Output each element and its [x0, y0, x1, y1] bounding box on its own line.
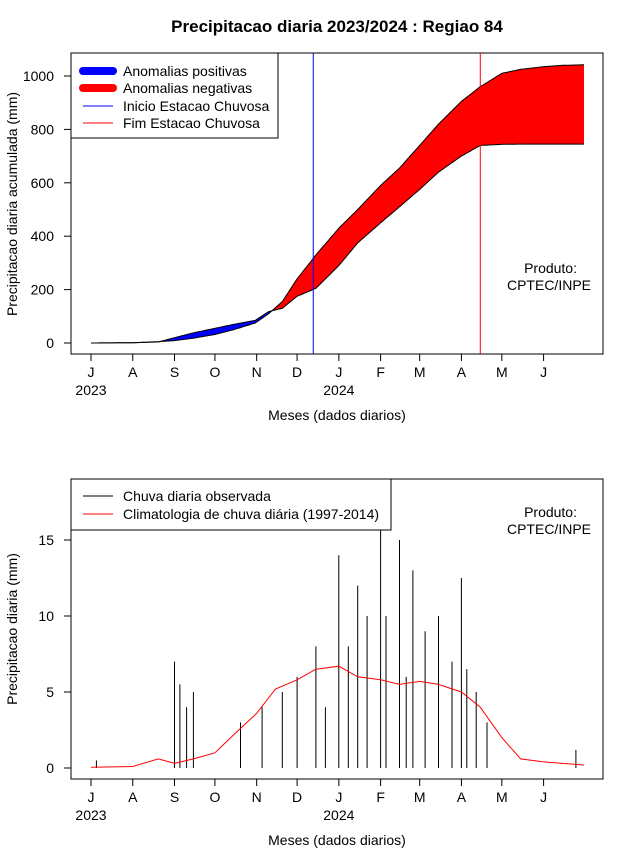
top-year-label-0: 2023	[75, 382, 106, 398]
bottom-y-axis-title: Precipitacao diaria (mm)	[4, 553, 20, 705]
top-x-tick-label-3: O	[209, 364, 220, 380]
negative-anomaly-area-3	[271, 64, 584, 312]
top-x-tick-label-8: M	[414, 364, 426, 380]
top-y-tick-label-2: 400	[31, 228, 55, 244]
legend-negative-label: Anomalias negativas	[123, 80, 252, 96]
bottom-product-note-line1: Produto:	[524, 504, 577, 520]
bottom-x-tick-label-3: O	[209, 789, 220, 805]
bottom-x-tick-label-7: F	[376, 789, 385, 805]
top-x-tick-label-1: A	[128, 364, 138, 380]
top-x-tick-label-5: D	[292, 364, 302, 380]
climatology-accumulated-line	[91, 64, 584, 344]
bottom-y-tick-label-1: 5	[46, 684, 54, 700]
bottom-x-axis: J A S O N D J F M A M J 2023 2024	[75, 778, 547, 823]
bottom-x-tick-label-11: J	[540, 789, 547, 805]
bottom-x-tick-label-2: S	[170, 789, 179, 805]
bottom-product-note-line2: CPTEC/INPE	[507, 521, 591, 537]
top-y-tick-label-5: 1000	[23, 68, 54, 84]
bottom-y-tick-label-0: 0	[46, 760, 54, 776]
bottom-y-tick-label-2: 10	[38, 608, 54, 624]
top-x-axis: J A S O N D J F M A M J 2023 2024	[75, 353, 547, 398]
chart-title: Precipitacao diaria 2023/2024 : Regiao 8…	[171, 17, 503, 36]
top-product-note-line1: Produto:	[524, 260, 577, 276]
bottom-x-tick-label-5: D	[292, 789, 302, 805]
bottom-x-tick-label-9: A	[457, 789, 467, 805]
top-y-tick-label-1: 200	[31, 282, 55, 298]
top-y-tick-label-4: 800	[31, 121, 55, 137]
top-x-tick-label-11: J	[540, 364, 547, 380]
top-x-tick-label-0: J	[88, 364, 95, 380]
top-x-tick-label-4: N	[252, 364, 262, 380]
climatology-daily-line	[90, 665, 585, 768]
accumulated-panel: Precipitacao diaria 2023/2024 : Regiao 8…	[4, 17, 604, 423]
bottom-year-label-1: 2024	[323, 807, 354, 823]
bottom-x-tick-label-0: J	[88, 789, 95, 805]
bottom-legend-box	[70, 478, 392, 531]
bottom-legend: Chuva diaria observada Climatologia de c…	[70, 478, 392, 531]
top-x-tick-label-2: S	[170, 364, 179, 380]
legend-onset-label: Inicio Estacao Chuvosa	[123, 98, 270, 114]
legend-climatology-label: Climatologia de chuva diária (1997-2014)	[123, 506, 379, 522]
top-year-label-1: 2024	[323, 382, 354, 398]
legend-observed-label: Chuva diaria observada	[123, 488, 271, 504]
top-x-tick-label-10: M	[496, 364, 508, 380]
observed-accumulated-line	[91, 143, 584, 344]
top-legend: Anomalias positivas Anomalias negativas …	[70, 52, 279, 139]
top-y-axis-title: Precipitacao diaria acumulada (mm)	[4, 92, 20, 316]
bottom-x-axis-title: Meses (dados diarios)	[268, 832, 406, 848]
legend-end-label: Fim Estacao Chuvosa	[123, 115, 260, 131]
top-y-axis: 0 200 400 600 800 1000	[23, 68, 72, 351]
bottom-x-tick-label-6: J	[335, 789, 342, 805]
bottom-y-tick-label-3: 15	[38, 532, 54, 548]
daily-panel: 0 5 10 15 J A S O N D J F M A M J 2023 2024 Meses (dados…	[4, 478, 604, 848]
daily-rain-bars	[95, 494, 577, 768]
top-y-tick-label-0: 0	[46, 335, 54, 351]
top-product-note-line2: CPTEC/INPE	[507, 277, 591, 293]
bottom-x-tick-label-8: M	[414, 789, 426, 805]
top-y-tick-label-3: 600	[31, 175, 55, 191]
top-x-tick-label-6: J	[335, 364, 342, 380]
bottom-x-tick-label-1: A	[128, 789, 138, 805]
top-x-tick-label-7: F	[376, 364, 385, 380]
bottom-x-tick-label-4: N	[252, 789, 262, 805]
top-x-axis-title: Meses (dados diarios)	[268, 407, 406, 423]
top-x-tick-label-9: A	[457, 364, 467, 380]
bottom-y-axis: 0 5 10 15	[38, 532, 72, 776]
legend-positive-label: Anomalias positivas	[123, 63, 247, 79]
bottom-x-tick-label-10: M	[496, 789, 508, 805]
bottom-year-label-0: 2023	[75, 807, 106, 823]
